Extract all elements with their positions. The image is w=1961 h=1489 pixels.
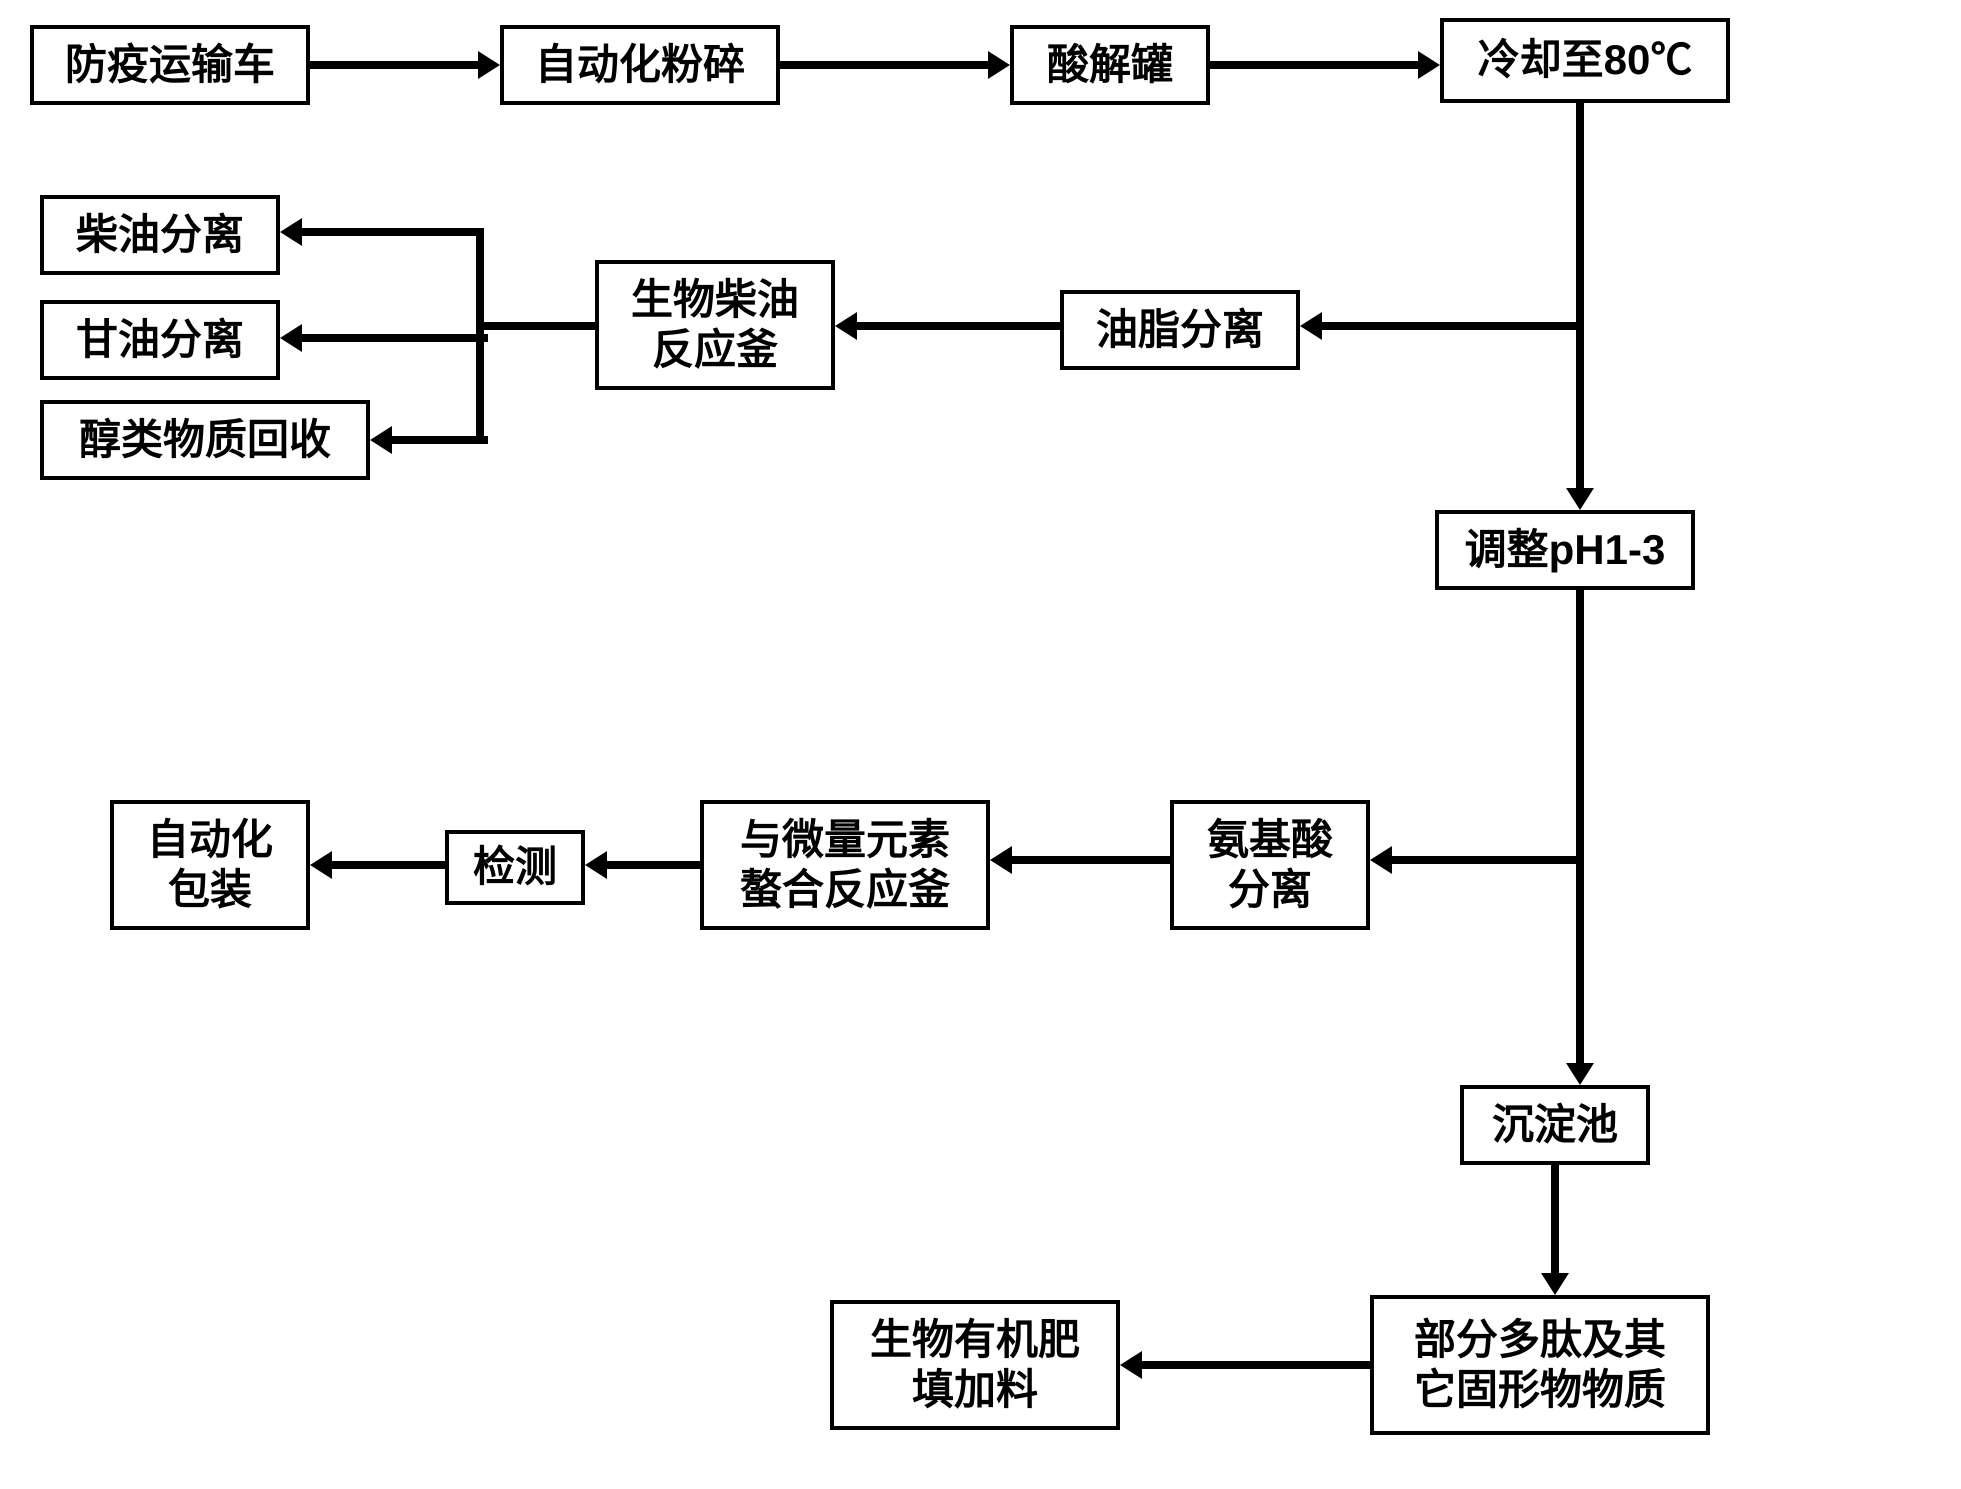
arrowhead-left-icon — [1370, 846, 1392, 874]
flow-node-label: 氨基酸分离 — [1207, 815, 1333, 916]
arrow-segment — [1576, 103, 1584, 326]
flow-node-n3: 酸解罐 — [1010, 25, 1210, 105]
flow-node-n1: 防疫运输车 — [30, 25, 310, 105]
arrowhead-down-icon — [1566, 488, 1594, 510]
arrowhead-left-icon — [1120, 1351, 1142, 1379]
arrowhead-left-icon — [585, 851, 607, 879]
flow-node-label: 防疫运输车 — [65, 40, 275, 90]
flow-node-label: 沉淀池 — [1492, 1100, 1618, 1150]
flow-node-label: 油脂分离 — [1096, 305, 1264, 355]
arrow-segment — [392, 436, 488, 444]
flow-node-label: 自动化粉碎 — [535, 40, 745, 90]
flow-node-label: 甘油分离 — [76, 315, 244, 365]
arrow-segment — [1142, 1361, 1370, 1369]
arrow-segment — [1322, 322, 1584, 330]
arrowhead-left-icon — [370, 426, 392, 454]
flow-node-label: 冷却至80℃ — [1478, 35, 1693, 85]
flow-node-n7: 柴油分离 — [40, 195, 280, 275]
arrowhead-left-icon — [1300, 312, 1322, 340]
arrowhead-left-icon — [280, 218, 302, 246]
arrow-segment — [480, 322, 595, 330]
flow-node-n12: 与微量元素螯合反应釜 — [700, 800, 990, 930]
arrow-segment — [1576, 590, 1584, 860]
flow-node-n9: 醇类物质回收 — [40, 400, 370, 480]
flow-node-n14: 自动化包装 — [110, 800, 310, 930]
arrowhead-right-icon — [1418, 51, 1440, 79]
arrow-segment — [1551, 1165, 1559, 1273]
arrowhead-down-icon — [1566, 1063, 1594, 1085]
flow-node-n5: 油脂分离 — [1060, 290, 1300, 370]
arrowhead-down-icon — [1541, 1273, 1569, 1295]
arrow-segment — [857, 322, 1060, 330]
flow-node-n11: 氨基酸分离 — [1170, 800, 1370, 930]
arrowhead-right-icon — [988, 51, 1010, 79]
arrow-segment — [780, 61, 988, 69]
flow-node-label: 检测 — [473, 842, 557, 892]
flow-node-label: 调整pH1-3 — [1465, 525, 1666, 575]
arrowhead-left-icon — [310, 851, 332, 879]
flow-node-n16: 部分多肽及其它固形物物质 — [1370, 1295, 1710, 1435]
arrow-segment — [1576, 860, 1584, 1063]
arrow-segment — [1012, 856, 1170, 864]
arrow-segment — [1392, 856, 1584, 864]
arrow-segment — [302, 334, 488, 342]
arrow-segment — [332, 861, 445, 869]
arrow-segment — [1576, 326, 1584, 488]
flow-node-n2: 自动化粉碎 — [500, 25, 780, 105]
arrow-segment — [302, 228, 484, 236]
arrow-segment — [607, 861, 700, 869]
flow-node-label: 自动化包装 — [147, 815, 273, 916]
flow-node-n13: 检测 — [445, 830, 585, 905]
flow-node-label: 生物柴油反应釜 — [631, 275, 799, 376]
flow-node-n8: 甘油分离 — [40, 300, 280, 380]
arrowhead-right-icon — [478, 51, 500, 79]
flow-node-label: 醇类物质回收 — [79, 415, 331, 465]
arrowhead-left-icon — [280, 324, 302, 352]
flow-node-label: 酸解罐 — [1047, 40, 1173, 90]
flow-node-label: 部分多肽及其它固形物物质 — [1414, 1315, 1666, 1416]
flow-node-n4: 冷却至80℃ — [1440, 18, 1730, 103]
arrow-segment — [1210, 61, 1418, 69]
flow-node-label: 柴油分离 — [76, 210, 244, 260]
flow-node-n6: 生物柴油反应釜 — [595, 260, 835, 390]
arrowhead-left-icon — [990, 846, 1012, 874]
flow-node-label: 与微量元素螯合反应釜 — [740, 815, 950, 916]
flow-node-n15: 沉淀池 — [1460, 1085, 1650, 1165]
arrow-segment — [310, 61, 478, 69]
flow-node-n17: 生物有机肥填加料 — [830, 1300, 1120, 1430]
flow-node-n10: 调整pH1-3 — [1435, 510, 1695, 590]
flow-node-label: 生物有机肥填加料 — [870, 1315, 1080, 1416]
arrowhead-left-icon — [835, 312, 857, 340]
